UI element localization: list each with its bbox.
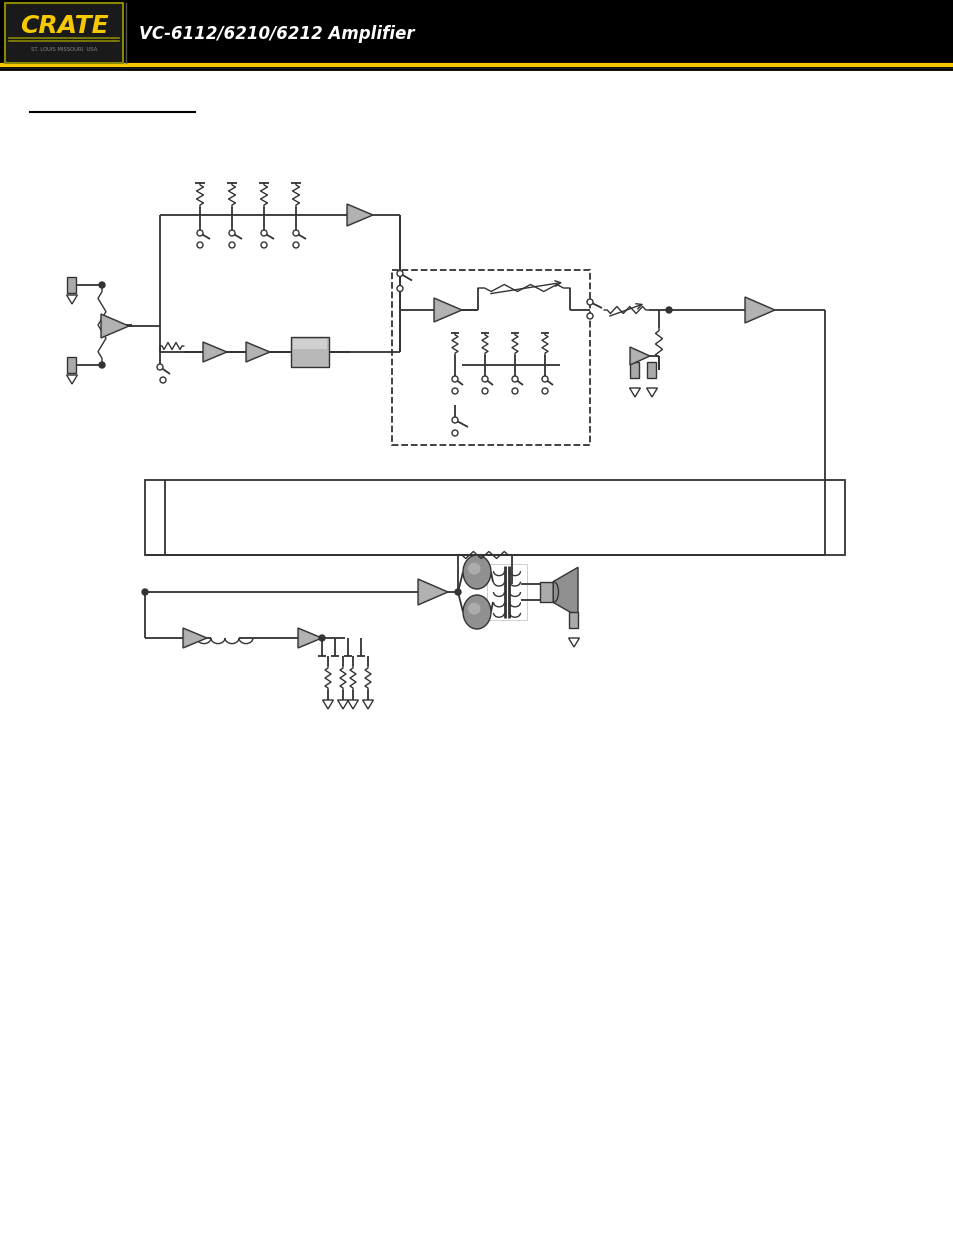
Circle shape bbox=[452, 375, 457, 382]
Polygon shape bbox=[434, 298, 461, 322]
Polygon shape bbox=[744, 296, 774, 324]
Bar bbox=[569, 613, 578, 629]
Circle shape bbox=[142, 589, 148, 595]
Polygon shape bbox=[101, 314, 129, 338]
Polygon shape bbox=[553, 567, 578, 616]
Bar bbox=[647, 362, 656, 378]
Circle shape bbox=[512, 388, 517, 394]
Polygon shape bbox=[103, 317, 125, 335]
Polygon shape bbox=[185, 631, 203, 645]
Circle shape bbox=[318, 635, 325, 641]
Bar bbox=[486, 564, 526, 620]
Polygon shape bbox=[646, 388, 657, 396]
Bar bbox=[5, 2, 123, 63]
Polygon shape bbox=[347, 204, 373, 226]
Circle shape bbox=[293, 242, 298, 248]
Bar bbox=[630, 362, 639, 378]
Circle shape bbox=[99, 282, 105, 288]
Bar bbox=[539, 582, 553, 603]
Bar bbox=[68, 277, 76, 293]
Circle shape bbox=[157, 364, 163, 370]
Polygon shape bbox=[183, 629, 207, 648]
Polygon shape bbox=[67, 295, 77, 304]
Circle shape bbox=[452, 417, 457, 424]
Polygon shape bbox=[436, 301, 457, 319]
Polygon shape bbox=[322, 700, 333, 709]
Ellipse shape bbox=[467, 563, 480, 574]
Polygon shape bbox=[337, 700, 348, 709]
Circle shape bbox=[196, 230, 203, 236]
Circle shape bbox=[455, 589, 460, 595]
Circle shape bbox=[452, 430, 457, 436]
Text: ST. LOUIS MISSOURI  USA: ST. LOUIS MISSOURI USA bbox=[30, 47, 97, 52]
Polygon shape bbox=[203, 342, 227, 362]
Circle shape bbox=[293, 230, 298, 236]
Polygon shape bbox=[67, 375, 77, 384]
Circle shape bbox=[196, 242, 203, 248]
Text: CRATE: CRATE bbox=[20, 14, 109, 38]
Circle shape bbox=[261, 230, 267, 236]
Polygon shape bbox=[246, 342, 270, 362]
Polygon shape bbox=[248, 345, 266, 359]
Polygon shape bbox=[568, 638, 578, 647]
Ellipse shape bbox=[462, 595, 491, 629]
Bar bbox=[291, 337, 329, 367]
Circle shape bbox=[396, 285, 402, 291]
Circle shape bbox=[160, 377, 166, 383]
Circle shape bbox=[481, 388, 488, 394]
Polygon shape bbox=[349, 207, 369, 224]
Polygon shape bbox=[299, 631, 317, 645]
Circle shape bbox=[229, 242, 234, 248]
Polygon shape bbox=[362, 700, 373, 709]
Text: VC-6112/6210/6212 Amplifier: VC-6112/6210/6212 Amplifier bbox=[139, 25, 415, 43]
Bar bbox=[145, 480, 844, 555]
Circle shape bbox=[665, 308, 671, 312]
Polygon shape bbox=[347, 700, 358, 709]
Circle shape bbox=[229, 230, 234, 236]
Bar bbox=[392, 270, 589, 445]
Circle shape bbox=[512, 375, 517, 382]
Polygon shape bbox=[629, 347, 649, 366]
Polygon shape bbox=[746, 300, 770, 320]
Polygon shape bbox=[631, 350, 645, 362]
Polygon shape bbox=[205, 345, 223, 359]
Circle shape bbox=[452, 388, 457, 394]
Polygon shape bbox=[419, 582, 443, 601]
Circle shape bbox=[481, 375, 488, 382]
Circle shape bbox=[396, 270, 402, 277]
Polygon shape bbox=[297, 629, 322, 648]
Circle shape bbox=[586, 312, 593, 319]
Circle shape bbox=[99, 362, 105, 368]
Circle shape bbox=[586, 299, 593, 305]
Bar bbox=[0, 0, 953, 68]
Circle shape bbox=[541, 375, 547, 382]
Bar bbox=[293, 338, 327, 350]
Circle shape bbox=[541, 388, 547, 394]
Ellipse shape bbox=[467, 603, 480, 615]
Circle shape bbox=[261, 242, 267, 248]
Polygon shape bbox=[417, 579, 448, 605]
Polygon shape bbox=[629, 388, 639, 396]
Ellipse shape bbox=[462, 555, 491, 589]
Bar bbox=[68, 357, 76, 373]
